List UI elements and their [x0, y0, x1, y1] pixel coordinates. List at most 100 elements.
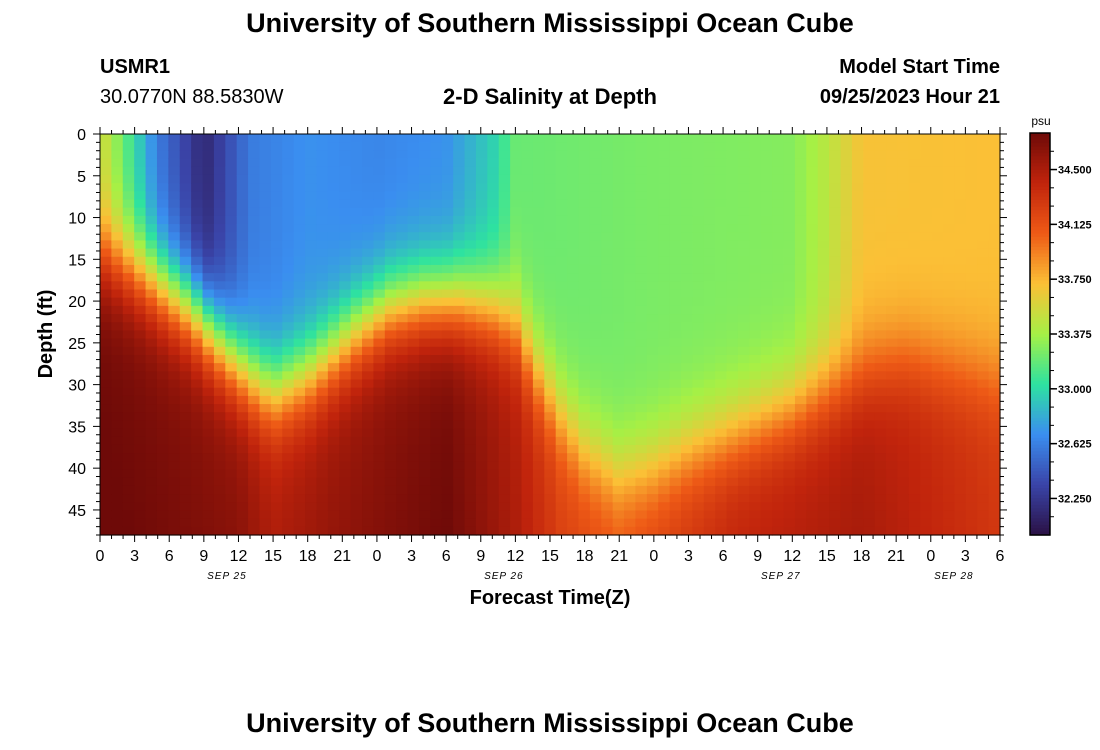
heatmap-cell [669, 404, 682, 413]
heatmap-cell [635, 387, 648, 397]
heatmap-cell [703, 477, 716, 487]
heatmap-cell [829, 518, 842, 528]
heatmap-cell [453, 494, 466, 503]
heatmap-cell [156, 346, 169, 356]
heatmap-cell [418, 166, 431, 176]
heatmap-cell [897, 240, 910, 250]
heatmap-cell [259, 322, 272, 331]
heatmap-cell [578, 224, 591, 233]
heatmap-cell [783, 305, 796, 315]
heatmap-cell [920, 224, 933, 233]
heatmap-cell [578, 412, 591, 422]
heatmap-cell [567, 469, 580, 479]
heatmap-cell [293, 477, 306, 487]
heatmap-cell [510, 363, 523, 372]
heatmap-cell [567, 142, 580, 151]
heatmap-cell [931, 183, 944, 192]
heatmap-cell [407, 518, 420, 528]
heatmap-cell [100, 134, 112, 143]
heatmap-cell [703, 289, 716, 299]
heatmap-cell [840, 142, 853, 151]
heatmap-cell [920, 395, 933, 405]
heatmap-cell [202, 510, 215, 520]
heatmap-cell [669, 273, 682, 282]
heatmap-cell [897, 461, 910, 471]
heatmap-cell [715, 363, 728, 372]
heatmap-cell [498, 453, 511, 462]
heatmap-cell [544, 526, 557, 536]
heatmap-cell [248, 346, 261, 356]
heatmap-cell [658, 281, 671, 291]
heatmap-cell [418, 518, 431, 528]
heatmap-cell [213, 191, 226, 201]
heatmap-cell [384, 477, 397, 487]
colorbar-tick-label: 33.750 [1058, 274, 1092, 286]
heatmap-cell [453, 322, 466, 331]
heatmap-cell [122, 183, 135, 192]
colorbar-step [1030, 189, 1050, 194]
heatmap-cell [521, 338, 534, 348]
heatmap-cell [430, 142, 443, 151]
heatmap-cell [168, 379, 181, 389]
heatmap-cell [988, 297, 1001, 307]
heatmap-cell [726, 477, 739, 487]
heatmap-cell [305, 281, 318, 291]
heatmap-cell [954, 379, 967, 389]
heatmap-cell [179, 477, 192, 487]
heatmap-cell [988, 264, 1001, 274]
heatmap-cell [270, 322, 283, 331]
heatmap-cell [316, 158, 329, 168]
heatmap-cell [213, 224, 226, 233]
heatmap-cell [396, 240, 409, 250]
heatmap-cell [749, 314, 762, 323]
heatmap-cell [282, 346, 295, 356]
heatmap-cell [362, 485, 375, 495]
heatmap-cell [202, 232, 215, 241]
heatmap-cell [134, 387, 147, 397]
colorbar-step [1030, 176, 1050, 181]
heatmap-cell [692, 305, 705, 315]
heatmap-cell [931, 215, 944, 225]
heatmap-cell [134, 273, 147, 282]
heatmap-cell [703, 420, 716, 430]
heatmap-cell [601, 248, 614, 258]
heatmap-cell [681, 330, 693, 340]
heatmap-cell [863, 379, 876, 389]
heatmap-cell [601, 305, 614, 315]
heatmap-cell [248, 518, 261, 528]
heatmap-cell [384, 412, 397, 422]
heatmap-cell [886, 224, 899, 233]
heatmap-cell [498, 314, 511, 323]
heatmap-cell [305, 232, 318, 241]
heatmap-cell [954, 174, 967, 184]
heatmap-cell [248, 248, 261, 258]
heatmap-cell [213, 142, 226, 151]
heatmap-cell [954, 453, 967, 462]
heatmap-cell [737, 428, 750, 438]
heatmap-cell [669, 248, 682, 258]
heatmap-cell [532, 281, 545, 291]
heatmap-cell [715, 281, 728, 291]
heatmap-cell [510, 134, 523, 143]
heatmap-cell [282, 502, 295, 512]
heatmap-cell [977, 224, 990, 233]
heatmap-cell [817, 330, 830, 340]
heatmap-cell [327, 142, 340, 151]
heatmap-cell [396, 346, 409, 356]
heatmap-cell [134, 174, 147, 184]
heatmap-cell [544, 224, 557, 233]
heatmap-cell [589, 158, 602, 168]
heatmap-cell [965, 428, 978, 438]
heatmap-cell [794, 518, 807, 528]
heatmap-cell [658, 256, 671, 266]
heatmap-cell [589, 395, 602, 405]
heatmap-cell [327, 469, 340, 479]
heatmap-cell [943, 314, 956, 323]
heatmap-cell [578, 166, 591, 176]
heatmap-cell [794, 158, 807, 168]
heatmap-cell [988, 354, 1001, 364]
heatmap-cell [350, 191, 363, 201]
heatmap-cell [624, 354, 637, 364]
heatmap-cell [339, 404, 352, 413]
heatmap-cell [305, 199, 318, 209]
